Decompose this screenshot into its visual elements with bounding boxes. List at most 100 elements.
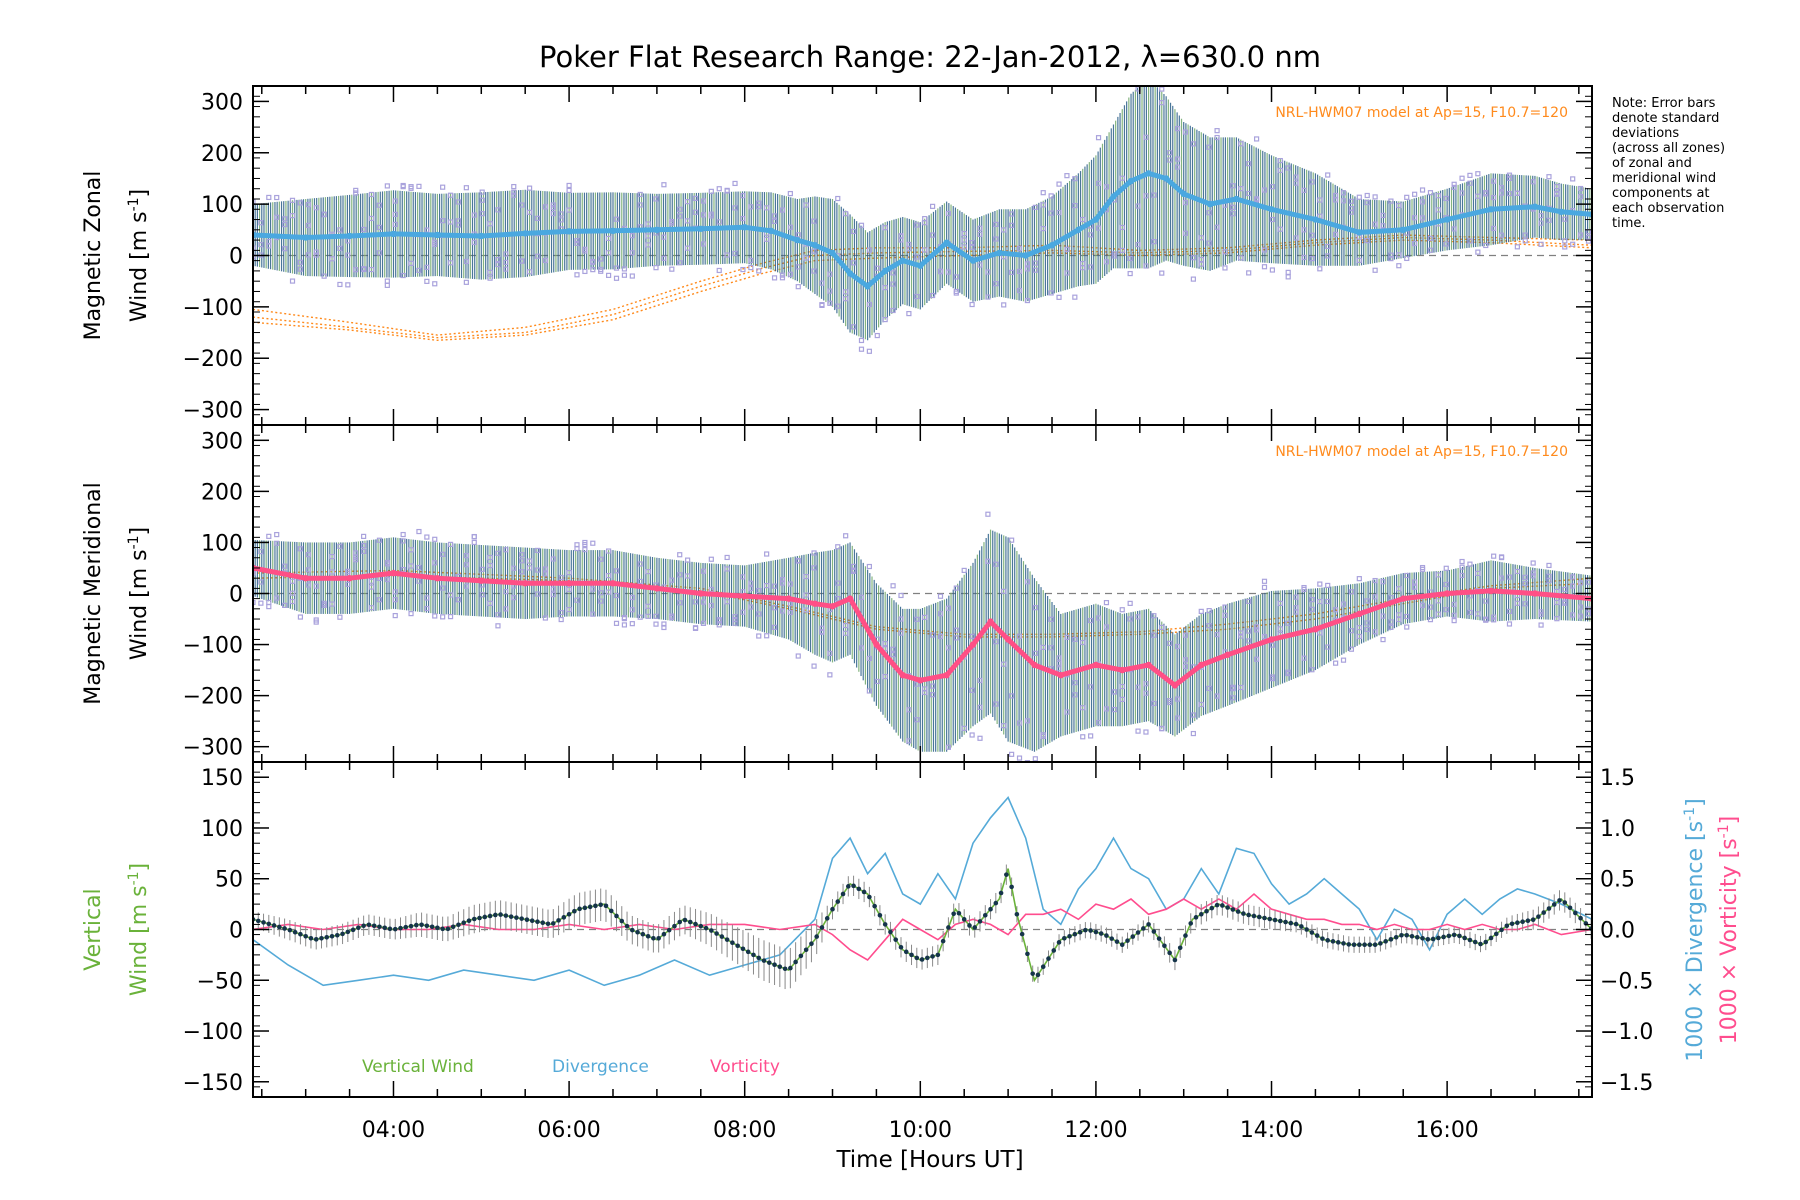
- zone-sample: [550, 202, 556, 208]
- zone-sample: [993, 639, 999, 645]
- zone-sample: [629, 607, 635, 613]
- zone-sample: [1009, 222, 1015, 228]
- zone-sample: [440, 184, 446, 190]
- zone-sample: [1585, 611, 1592, 617]
- zone-sample: [353, 267, 359, 273]
- vertical-wind-point: [861, 889, 867, 895]
- zone-sample: [1064, 709, 1070, 715]
- zone-sample: [590, 586, 596, 592]
- zone-sample: [1577, 604, 1584, 610]
- zonal-mean-point: [1022, 252, 1029, 259]
- zone-sample: [1064, 173, 1070, 179]
- zone-sample: [606, 548, 612, 554]
- zone-sample: [1135, 614, 1141, 620]
- zone-sample: [929, 203, 936, 209]
- vertical-wind-point: [946, 925, 951, 930]
- zone-sample: [1246, 270, 1252, 276]
- meridional-mean-point: [346, 574, 353, 582]
- zone-sample: [376, 537, 383, 543]
- zone-sample: [1491, 194, 1497, 201]
- vertical-wind-point: [1204, 908, 1209, 914]
- panel-zonal: NRL-HWM07 model at Ap=15, F10.7=120 −300 −…: [81, 85, 1593, 426]
- vertical-wind-point: [867, 894, 872, 900]
- vertical-wind-point: [930, 954, 935, 959]
- vertical-wind-point: [282, 926, 287, 931]
- zone-sample: [274, 531, 280, 538]
- zone-sample: [716, 186, 722, 192]
- zone-sample: [1293, 594, 1299, 600]
- zonal-mean-point: [1443, 216, 1451, 223]
- vertical-wind-point: [277, 924, 282, 930]
- zone-sample: [1333, 660, 1339, 666]
- zonal-mean-point: [864, 283, 871, 290]
- zone-sample: [1143, 263, 1149, 269]
- zone-sample: [1475, 193, 1481, 199]
- vertical-wind-point: [919, 957, 925, 962]
- vertical-wind-point: [477, 915, 482, 921]
- zone-sample: [700, 568, 707, 574]
- vertical-wind-point: [630, 927, 635, 933]
- vertical-wind-point: [419, 922, 424, 928]
- zone-sample: [1064, 246, 1070, 252]
- zone-sample: [811, 565, 817, 571]
- vertical-wind-point: [1430, 936, 1436, 942]
- zone-sample: [455, 596, 462, 603]
- vertical-wind-point: [788, 965, 793, 971]
- zone-sample: [400, 566, 406, 573]
- zone-sample: [1498, 575, 1505, 581]
- zone-sample: [582, 539, 588, 546]
- zone-sample: [282, 602, 288, 608]
- zone-sample: [1143, 134, 1149, 140]
- vertical-wind-point: [540, 920, 546, 926]
- vertical-wind-point: [519, 916, 524, 921]
- zone-sample: [1095, 225, 1102, 231]
- zonal-mean-point: [521, 230, 529, 237]
- zone-sample: [1119, 224, 1125, 231]
- vertical-wind-point: [387, 926, 393, 932]
- zone-sample: [424, 264, 430, 270]
- zone-sample: [1016, 720, 1023, 726]
- zone-sample: [1333, 607, 1339, 613]
- zone-sample: [1538, 241, 1544, 247]
- zone-sample: [708, 213, 714, 219]
- zone-sample: [669, 615, 675, 621]
- zone-sample: [1253, 627, 1260, 633]
- y2-tick-label: 1.0: [1600, 817, 1635, 842]
- zone-sample: [606, 235, 612, 242]
- vertical-wind-point: [635, 929, 640, 935]
- zone-sample: [408, 547, 414, 553]
- vertical-wind-point: [1557, 898, 1562, 903]
- zone-sample: [858, 346, 865, 352]
- zone-sample: [858, 645, 865, 651]
- zone-sample: [305, 582, 311, 588]
- zone-sample: [463, 562, 469, 568]
- zone-sample: [258, 600, 264, 606]
- zone-sample: [424, 227, 430, 233]
- zone-sample: [534, 547, 541, 554]
- zone-sample: [503, 589, 509, 595]
- zone-sample: [1032, 267, 1038, 273]
- zone-sample: [700, 620, 707, 626]
- y-axis-label-line1: Vertical: [81, 888, 106, 970]
- zone-sample: [1206, 240, 1212, 246]
- zone-sample: [1570, 241, 1576, 247]
- zone-sample: [447, 219, 454, 225]
- zone-sample: [1103, 706, 1110, 712]
- zone-sample: [440, 551, 446, 557]
- zone-sample: [511, 595, 517, 601]
- vertical-wind-point: [334, 932, 340, 938]
- zone-sample: [1506, 608, 1513, 615]
- zone-sample: [1190, 712, 1196, 718]
- zone-sample: [613, 592, 620, 599]
- zone-sample: [1048, 616, 1054, 622]
- meridional-mean-point: [917, 677, 924, 684]
- zone-sample: [495, 207, 501, 213]
- zone-sample: [1364, 192, 1370, 199]
- zonal-mean-point: [1075, 226, 1082, 234]
- meridional-mean-point: [609, 580, 617, 587]
- zonal-mean-point: [390, 230, 397, 238]
- zone-sample: [392, 198, 398, 204]
- zone-sample: [1190, 276, 1196, 282]
- zone-sample: [937, 593, 944, 599]
- vertical-wind-point: [287, 927, 293, 933]
